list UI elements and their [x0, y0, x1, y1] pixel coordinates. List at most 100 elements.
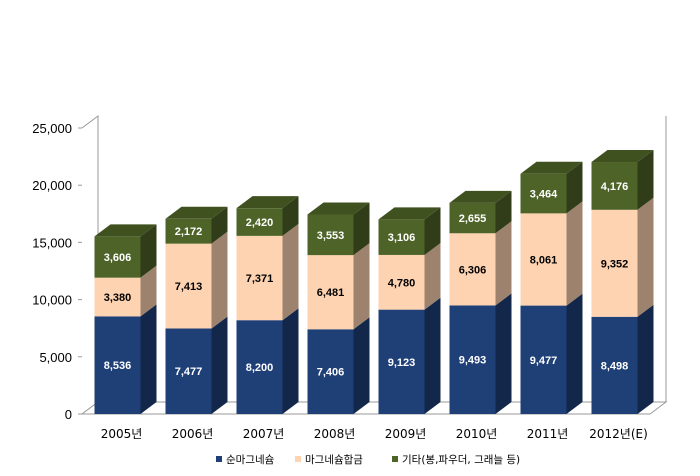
bar-side [353, 202, 370, 256]
bar-top [236, 196, 299, 209]
y-tick-label: 10,000 [32, 293, 72, 308]
bar-segment [378, 297, 441, 414]
bar-segment [378, 242, 441, 310]
y-tick-label: 5,000 [39, 350, 72, 365]
bar-front [307, 255, 354, 330]
bar-front [94, 316, 141, 414]
bar-segment [94, 265, 157, 317]
bar-side [566, 161, 583, 214]
bar-front [378, 219, 425, 255]
data-label: 7,477 [175, 366, 203, 378]
chart-data-labels: 8,536 3,380 3,606 7,477 7,413 2,172 8,200 7,371… [104, 181, 629, 379]
bar-front [378, 309, 425, 414]
data-label: 7,406 [317, 367, 345, 379]
legend-label: 기타(봉,파우더, 그래늘 등) [402, 454, 520, 466]
bar-top [449, 190, 512, 203]
bar-front [165, 328, 212, 414]
bar-front [165, 243, 212, 329]
y-tick-label: 25,000 [32, 121, 72, 136]
bar-segment [236, 223, 299, 321]
bar-front [94, 277, 141, 317]
bar-front [236, 320, 283, 414]
bar-top [591, 150, 654, 163]
bar-segment [378, 207, 441, 255]
bar-front [449, 233, 496, 306]
bar-segment [165, 231, 228, 329]
x-tick-label: 2008년 [314, 427, 356, 441]
bar-side [424, 207, 441, 255]
bar-side [495, 221, 512, 306]
data-label: 2,655 [459, 213, 487, 225]
bar-front [449, 305, 496, 414]
y-tick-label: 15,000 [32, 235, 72, 250]
data-label: 3,606 [104, 252, 132, 264]
bar-segment [94, 224, 157, 278]
data-label: 8,200 [246, 362, 274, 374]
bar-side [211, 316, 228, 414]
x-tick-label: 2011년 [527, 427, 569, 441]
bar-segment [236, 196, 299, 236]
bar-segment [520, 201, 583, 306]
data-label: 7,413 [175, 281, 203, 293]
bar-segment [307, 243, 370, 330]
bar-top [520, 161, 583, 174]
y-tick-label: 20,000 [32, 178, 72, 193]
bar-segment [236, 308, 299, 414]
bar-side [495, 190, 512, 234]
bar-segment [591, 150, 654, 210]
bar-segment [94, 304, 157, 414]
data-label: 6,481 [317, 287, 345, 299]
legend-label: 마그네슘합금 [305, 454, 363, 466]
bar-side [211, 206, 228, 244]
bar-front [520, 305, 567, 414]
bar-front [591, 209, 638, 317]
chart-axes: 0 5,000 10,000 15,000 20,000 25,000 2005년 2006년… [32, 115, 668, 441]
data-label: 3,106 [388, 232, 416, 244]
data-label: 7,371 [246, 273, 274, 285]
x-tick-label: 2005년 [101, 427, 143, 441]
bar-segment [449, 293, 512, 414]
bar-segment [307, 202, 370, 256]
x-tick-label: 2009년 [385, 427, 427, 441]
bar-front [520, 173, 567, 214]
bar-side [566, 293, 583, 414]
data-label: 9,352 [601, 258, 629, 270]
data-label: 3,380 [104, 292, 132, 304]
bar-segment [449, 221, 512, 306]
data-label: 2,420 [246, 217, 274, 229]
bar-side [637, 304, 654, 414]
bar-side [282, 196, 299, 236]
data-label: 3,464 [530, 189, 558, 201]
bar-side [353, 243, 370, 330]
bar-side [282, 223, 299, 321]
bar-front [236, 208, 283, 236]
bar-front [307, 329, 354, 414]
data-label: 9,123 [388, 357, 416, 369]
data-label: 2,172 [175, 226, 203, 238]
legend-swatch [216, 456, 222, 462]
bar-front [236, 235, 283, 321]
bar-side [140, 304, 157, 414]
bar-segment [165, 316, 228, 414]
bar-top [94, 224, 157, 237]
chart-legend: 순마그네슘 마그네슘합금 기타(봉,파우더, 그래늘 등) [216, 454, 520, 466]
data-label: 8,536 [104, 360, 132, 372]
bar-segment [591, 304, 654, 414]
bar-front [520, 213, 567, 306]
bar-front [307, 214, 354, 256]
chart-bars [94, 150, 654, 414]
bar-side [495, 293, 512, 414]
bar-segment [165, 206, 228, 244]
legend-swatch [295, 456, 301, 462]
bar-segment [520, 161, 583, 214]
data-label: 9,477 [530, 355, 558, 367]
bar-segment [449, 190, 512, 234]
bar-front [378, 254, 425, 310]
bar-segment [307, 317, 370, 414]
bar-segment [591, 197, 654, 317]
bar-front [165, 218, 212, 244]
bar-side [140, 224, 157, 278]
data-label: 9,493 [459, 355, 487, 367]
legend-label: 순마그네슘 [226, 454, 275, 466]
